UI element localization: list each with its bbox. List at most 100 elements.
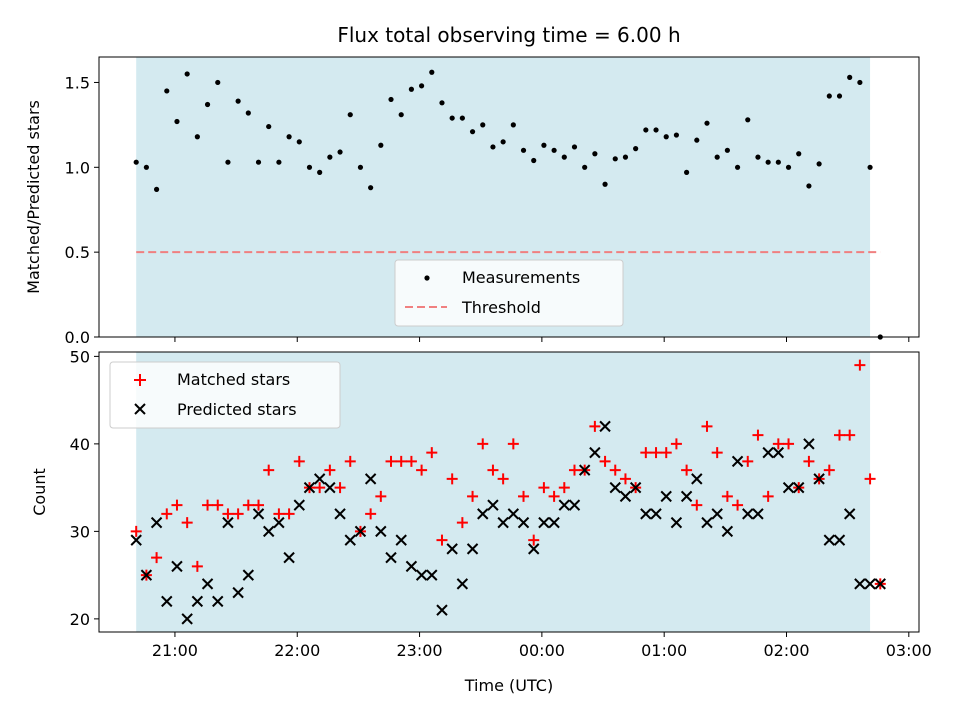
top-y-tick-label: 1.5 (65, 73, 90, 92)
predicted-star-point (354, 525, 367, 538)
measurement-point (520, 147, 527, 153)
bottom-y-tick-label: 20 (70, 610, 90, 629)
matched-star-point (497, 473, 509, 485)
measurement-point (643, 127, 649, 133)
top-legend: Measurements Threshold (394, 259, 624, 327)
measurement-point (133, 159, 139, 165)
measurement-point (765, 159, 771, 165)
measurement-point (571, 144, 578, 150)
matched-star-point (456, 517, 468, 529)
measurement-point (612, 156, 618, 162)
measurement-point (276, 159, 282, 165)
matched-star-point (375, 490, 387, 502)
measurement-point (531, 157, 537, 164)
x-tick-label: 01:00 (641, 641, 687, 660)
x-tick-label: 02:00 (763, 641, 809, 660)
predicted-star-point (466, 543, 479, 555)
measurement-point (194, 134, 200, 140)
predicted-star-point (364, 473, 377, 485)
matched-star-point (405, 455, 417, 467)
measurement-point (755, 154, 761, 160)
matched-star-point (385, 455, 397, 467)
top-panel: 0.0 0.5 1.0 1.5 Flux total observing time =… (24, 23, 920, 347)
matched-star-point (803, 455, 815, 467)
matched-star-point (589, 420, 601, 432)
predicted-star-point (426, 569, 438, 581)
measurement-point (745, 117, 751, 123)
matched-star-point (762, 490, 774, 502)
matched-star-point (293, 455, 305, 467)
matched-star-point (854, 359, 866, 371)
predicted-star-point (395, 534, 407, 546)
measurement-points (133, 69, 883, 340)
predicted-star-point (711, 508, 723, 520)
predicted-star-point (772, 446, 785, 459)
legend-matched-label: Matched stars (177, 370, 290, 389)
measurement-point (337, 149, 343, 155)
measurement-point (796, 151, 802, 157)
measurement-point (245, 110, 251, 116)
matched-star-point (742, 455, 754, 467)
matched-star-point (487, 464, 499, 476)
predicted-star-point (334, 508, 346, 520)
matched-star-point (783, 438, 795, 450)
matched-star-point (599, 455, 611, 467)
x-axis-label: Time (UTC) (464, 676, 553, 695)
predicted-star-point (813, 473, 825, 485)
predicted-star-point (619, 490, 632, 503)
predicted-star-point (629, 481, 642, 494)
matched-star-point (263, 464, 275, 476)
predicted-star-point (691, 473, 703, 485)
predicted-star-point (273, 516, 285, 529)
bottom-legend: Matched stars Predicted stars (109, 361, 341, 429)
measurement-point (357, 164, 364, 170)
measurement-point (714, 154, 720, 160)
matched-star-point (253, 499, 265, 511)
measurement-point (317, 169, 323, 175)
predicted-star-point (548, 516, 560, 529)
matched-star-point (701, 420, 713, 432)
predicted-star-point (507, 508, 520, 520)
top-axes-frame (98, 56, 920, 338)
matched-star-point (467, 490, 479, 502)
predicted-star-point (446, 543, 458, 555)
measurement-point (286, 134, 292, 140)
predicted-star-point (701, 516, 713, 529)
measurement-point (327, 154, 333, 160)
legend-matched-marker (134, 374, 146, 386)
predicted-star-point (742, 508, 754, 520)
measurement-point (378, 142, 384, 148)
matched-star-point (558, 482, 570, 494)
measurement-point (296, 139, 302, 145)
measurement-point (204, 101, 211, 108)
matched-star-point (681, 464, 693, 476)
measurement-point (418, 83, 425, 89)
measurement-point (836, 93, 843, 99)
predicted-star-point (843, 508, 856, 520)
predicted-star-point (721, 525, 734, 538)
measurement-point (408, 86, 415, 92)
bottom-axes-frame (98, 351, 920, 633)
matched-star-point (823, 464, 835, 476)
matched-star-point (772, 438, 784, 450)
matched-star-point (619, 473, 631, 485)
matched-star-point (283, 508, 295, 520)
matched-star-point (242, 499, 254, 511)
measurement-point (235, 98, 241, 104)
top-y-tick-label: 1.0 (65, 158, 90, 177)
matched-star-point (151, 552, 163, 564)
matched-star-point (864, 473, 876, 485)
measurement-point (174, 118, 180, 125)
predicted-star-point (558, 499, 571, 511)
matched-star-point (416, 464, 428, 476)
matched-star-point (212, 499, 224, 511)
matched-star-point (436, 534, 448, 546)
measurement-point (734, 164, 741, 170)
predicted-star-point (385, 551, 397, 564)
matched-star-point (640, 447, 652, 459)
predicted-star-point (599, 420, 611, 433)
matched-star-point (191, 560, 203, 572)
predicted-star-point (854, 578, 866, 590)
measurement-point (653, 127, 659, 133)
predicted-star-point (589, 446, 601, 459)
